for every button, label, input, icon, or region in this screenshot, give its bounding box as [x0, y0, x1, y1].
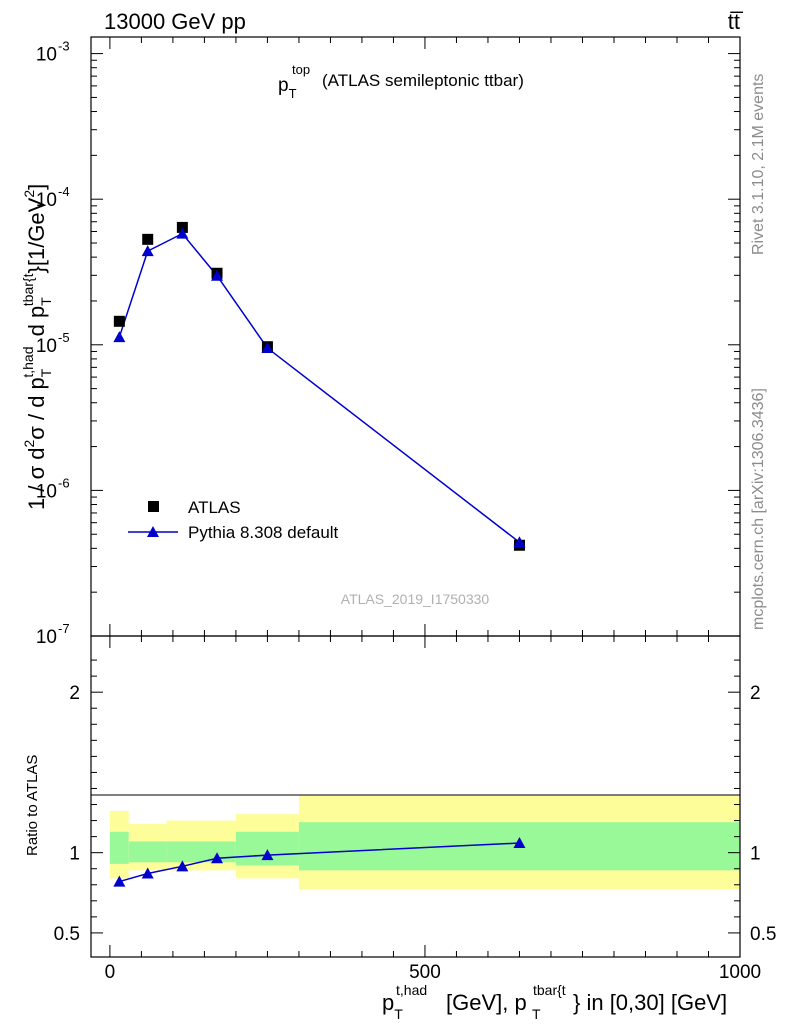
ratio-pythia-point — [513, 837, 526, 849]
ratio-ytick-label-right: 1 — [750, 844, 761, 865]
ratio-panel: 0.5 0.5 1 1 2 2 0 500 1000 Ratio to ATLAS pT t,h… — [24, 635, 776, 1022]
pythia-point — [513, 536, 526, 548]
svg-text:[GeV], p: [GeV], p — [446, 990, 527, 1015]
pythia-point — [113, 331, 126, 343]
main-ytick-exponent: -7 — [58, 621, 70, 636]
uncertainty-band-green — [166, 841, 236, 863]
rivet-info: Rivet 3.1.10, 2.1M events — [750, 74, 767, 255]
pythia-point — [261, 342, 274, 354]
ratio-pythia-point — [141, 867, 154, 879]
svg-text:tbar{t: tbar{t — [533, 982, 566, 998]
ratio-ytick-label-left: 2 — [69, 683, 80, 704]
main-ylabel: 1 / σ d2σ / d pTt,had d pTtbar{t}[1/GeV2… — [20, 184, 54, 510]
main-ytick-label: 10 — [36, 190, 57, 211]
ratio-pythia-point — [113, 875, 126, 887]
ratio-pythia-point — [211, 852, 224, 864]
svg-text:pT: pT — [382, 990, 403, 1022]
main-ytick-label: 10 — [36, 627, 57, 648]
ratio-frame — [90, 635, 741, 958]
ratio-pythia-point — [261, 849, 274, 861]
pythia-point — [211, 269, 224, 281]
ratio-pythia-line — [119, 842, 520, 883]
title-sub: T — [289, 86, 297, 101]
pythia-line — [118, 232, 520, 543]
svg-text:} in [0,30] [GeV]: } in [0,30] [GeV] — [573, 990, 727, 1015]
legend-marker-pythia — [147, 526, 159, 537]
plot-title: pT — [278, 75, 297, 101]
process-label: tt̅ — [728, 9, 744, 34]
main-frame — [90, 36, 741, 637]
energy-label: 13000 GeV pp — [104, 9, 246, 34]
pythia-point — [141, 245, 154, 257]
main-ytick-label: 10 — [36, 45, 57, 66]
svg-text:T: T — [532, 1006, 541, 1022]
uncertainty-band-green — [235, 831, 299, 866]
ratio-pythia-point — [176, 860, 189, 872]
ratio-xtick-label: 1000 — [719, 962, 761, 983]
ratio-ytick-label-left: 0.5 — [54, 924, 80, 945]
ratio-ylabel: Ratio to ATLAS — [24, 755, 41, 856]
ratio-ytick-label-left: 1 — [69, 844, 80, 865]
analysis-watermark: ATLAS_2019_I1750330 — [341, 591, 490, 607]
title-p: p — [278, 75, 289, 96]
uncertainty-band-green — [128, 841, 167, 863]
main-panel: 10-710-610-510-410-3 pT top (ATLAS semil… — [20, 36, 741, 648]
ratio-ytick-label-right: 0.5 — [750, 924, 776, 945]
title-sup: top — [292, 62, 310, 77]
svg-text:1 / σ d2σ / d pTt,had d pTtbar: 1 / σ d2σ / d pTt,had d pTtbar{t}[1/GeV2… — [20, 184, 54, 510]
ratio-xtick-label: 500 — [409, 962, 441, 983]
legend: ATLAS Pythia 8.308 default — [128, 498, 339, 542]
svg-text:t,had: t,had — [396, 982, 427, 998]
ratio-xlabel: pT t,had [GeV], p T tbar{t } in [0,30] [… — [382, 982, 727, 1022]
title-rest: (ATLAS semileptonic ttbar) — [322, 71, 524, 90]
ratio-ytick-label-right: 2 — [750, 683, 761, 704]
main-ytick-exponent: -6 — [58, 475, 70, 490]
source-info: mcplots.cern.ch [arXiv:1306.3436] — [750, 388, 767, 630]
legend-label-pythia: Pythia 8.308 default — [188, 523, 339, 542]
uncertainty-band-green — [109, 831, 129, 864]
atlas-point — [142, 233, 154, 245]
legend-label-atlas: ATLAS — [188, 498, 241, 517]
main-ytick-exponent: -5 — [58, 330, 70, 345]
legend-marker-atlas — [148, 501, 159, 512]
main-ytick-exponent: -3 — [58, 39, 70, 54]
atlas-point — [113, 315, 125, 327]
ratio-xtick-label: 0 — [105, 962, 116, 983]
main-ytick-label: 10 — [36, 481, 57, 502]
main-ytick-exponent: -4 — [58, 184, 70, 199]
main-ytick-label: 10 — [36, 336, 57, 357]
pythia-point — [176, 227, 189, 239]
atlas-point — [176, 221, 188, 233]
